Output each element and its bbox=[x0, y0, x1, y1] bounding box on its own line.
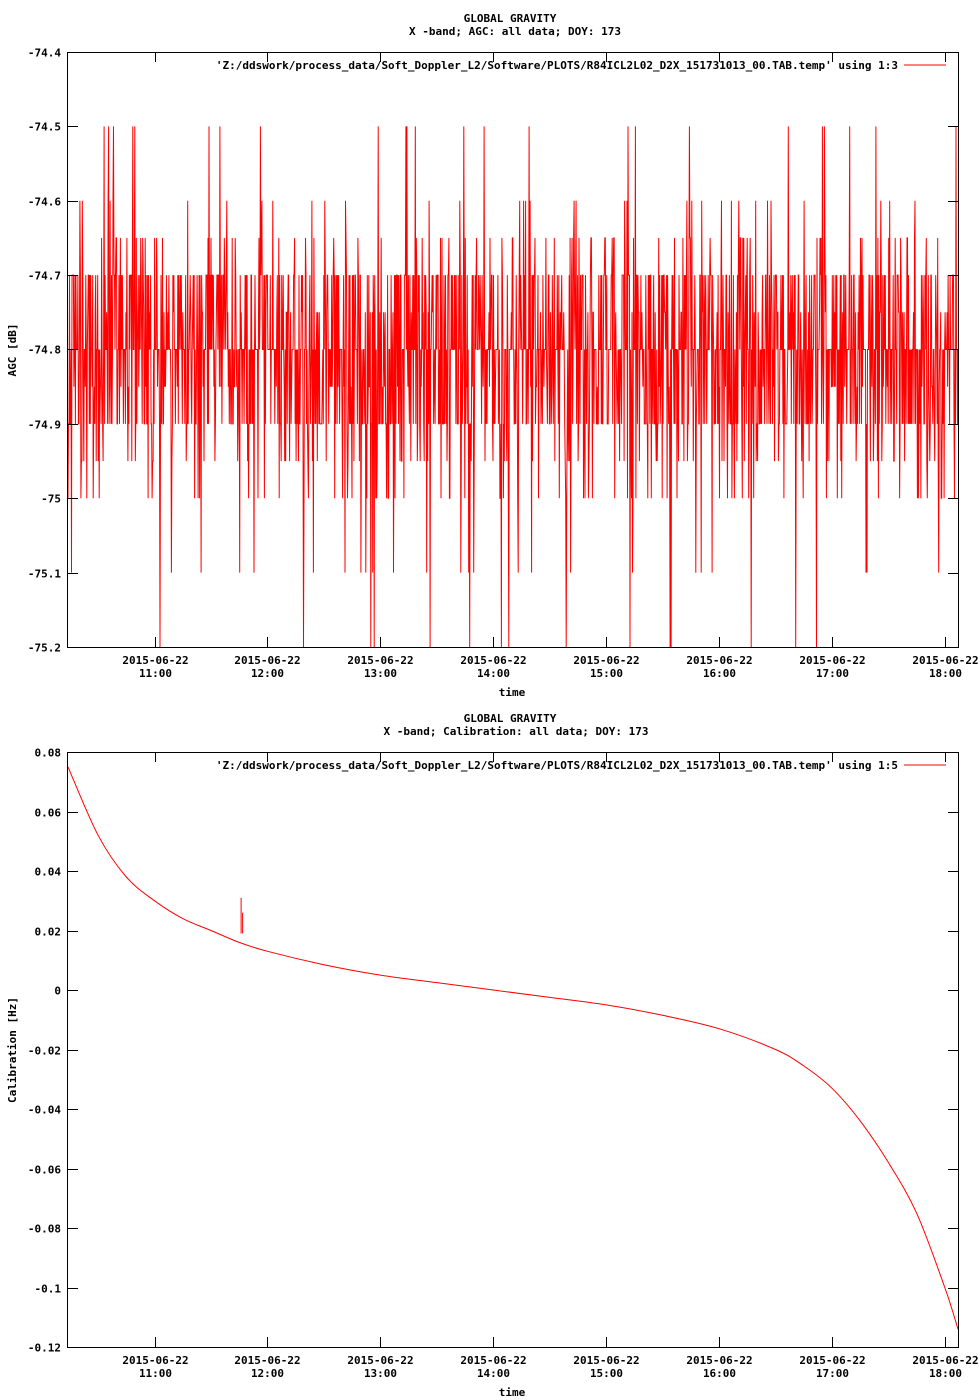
x-axis-label: time bbox=[499, 686, 526, 699]
x-tick-date-label: 2015-06-22 bbox=[122, 1354, 188, 1367]
x-tick-time-label: 13:00 bbox=[364, 1367, 397, 1380]
y-tick-label: -75.1 bbox=[28, 568, 61, 581]
x-tick-date-label: 2015-06-22 bbox=[347, 654, 413, 667]
plot-subtitle: X -band; Calibration: all data; DOY: 173 bbox=[384, 725, 649, 738]
y-tick-label: 0 bbox=[54, 985, 61, 998]
x-tick-date-label: 2015-06-22 bbox=[912, 1354, 978, 1367]
calibration-series-marks bbox=[67, 766, 959, 1330]
y-tick-label: -74.9 bbox=[28, 419, 61, 432]
y-tick-label: 0.08 bbox=[35, 747, 62, 760]
y-tick-label: 0.02 bbox=[35, 926, 62, 939]
x-tick-date-label: 2015-06-22 bbox=[573, 654, 639, 667]
y-axis-label: AGC [dB] bbox=[6, 324, 19, 377]
y-tick-label: 0.04 bbox=[35, 866, 62, 879]
plot-subtitle: X -band; AGC: all data; DOY: 173 bbox=[409, 25, 621, 38]
y-tick-label: -74.4 bbox=[28, 47, 61, 60]
x-tick-date-label: 2015-06-22 bbox=[460, 654, 526, 667]
legend-label: 'Z:/ddswork/process_data/Soft_Doppler_L2… bbox=[216, 759, 898, 772]
x-tick-time-label: 18:00 bbox=[929, 667, 962, 680]
y-tick-label: -74.7 bbox=[28, 270, 61, 283]
y-tick-label: -75 bbox=[41, 493, 61, 506]
calibration-axis-ticks: 0.08 0.06 0.04 0.02 0 -0.02 -0.04 -0.06 -0.08 -0.… bbox=[28, 747, 979, 1381]
x-tick-date-label: 2015-06-22 bbox=[686, 1354, 752, 1367]
y-tick-label: -74.8 bbox=[28, 344, 61, 357]
x-tick-date-label: 2015-06-22 bbox=[347, 1354, 413, 1367]
x-tick-date-label: 2015-06-22 bbox=[912, 654, 978, 667]
x-axis-label: time bbox=[499, 1386, 526, 1399]
x-tick-date-label: 2015-06-22 bbox=[122, 654, 188, 667]
plot-title: GLOBAL GRAVITY bbox=[464, 12, 557, 25]
x-tick-date-label: 2015-06-22 bbox=[686, 654, 752, 667]
y-tick-label: -74.5 bbox=[28, 121, 61, 134]
x-tick-time-label: 14:00 bbox=[477, 667, 510, 680]
x-tick-date-label: 2015-06-22 bbox=[234, 1354, 300, 1367]
y-axis-label: Calibration [Hz] bbox=[6, 997, 19, 1103]
x-tick-date-label: 2015-06-22 bbox=[234, 654, 300, 667]
x-tick-date-label: 2015-06-22 bbox=[573, 1354, 639, 1367]
x-tick-time-label: 17:00 bbox=[816, 667, 849, 680]
agc-plot: GLOBAL GRAVITY X -band; AGC: all data; D… bbox=[6, 12, 979, 699]
x-tick-date-label: 2015-06-22 bbox=[460, 1354, 526, 1367]
x-tick-time-label: 16:00 bbox=[703, 1367, 736, 1380]
y-tick-label: -0.1 bbox=[35, 1283, 62, 1296]
x-tick-date-label: 2015-06-22 bbox=[799, 654, 865, 667]
y-tick-label: -0.08 bbox=[28, 1223, 61, 1236]
legend-label: 'Z:/ddswork/process_data/Soft_Doppler_L2… bbox=[216, 59, 898, 72]
plot-frame bbox=[67, 752, 959, 1348]
calibration-series-line bbox=[67, 766, 959, 1330]
y-tick-label: -75.2 bbox=[28, 642, 61, 655]
x-tick-time-label: 15:00 bbox=[590, 667, 623, 680]
x-tick-time-label: 14:00 bbox=[477, 1367, 510, 1380]
agc-series-marks bbox=[67, 126, 959, 648]
y-tick-label: -0.04 bbox=[28, 1104, 61, 1117]
calibration-plot: GLOBAL GRAVITY X -band; Calibration: all… bbox=[6, 712, 979, 1399]
y-tick-label: -0.12 bbox=[28, 1342, 61, 1355]
y-tick-label: -74.6 bbox=[28, 196, 61, 209]
x-tick-time-label: 11:00 bbox=[139, 1367, 172, 1380]
y-tick-label: -0.06 bbox=[28, 1164, 61, 1177]
agc-series-line bbox=[67, 126, 959, 648]
x-tick-time-label: 18:00 bbox=[929, 1367, 962, 1380]
x-tick-time-label: 16:00 bbox=[703, 667, 736, 680]
x-tick-time-label: 12:00 bbox=[251, 1367, 284, 1380]
x-tick-time-label: 15:00 bbox=[590, 1367, 623, 1380]
agc-axis-ticks: -74.4 -74.5 -74.6 -74.7 -74.8 -74.9 -75 -75.1 -7… bbox=[28, 47, 979, 681]
x-tick-time-label: 12:00 bbox=[251, 667, 284, 680]
plot-frame bbox=[67, 52, 959, 648]
plot-title: GLOBAL GRAVITY bbox=[464, 712, 557, 725]
x-tick-date-label: 2015-06-22 bbox=[799, 1354, 865, 1367]
x-tick-time-label: 17:00 bbox=[816, 1367, 849, 1380]
x-tick-time-label: 13:00 bbox=[364, 667, 397, 680]
y-tick-label: 0.06 bbox=[35, 807, 62, 820]
y-tick-label: -0.02 bbox=[28, 1045, 61, 1058]
x-tick-time-label: 11:00 bbox=[139, 667, 172, 680]
